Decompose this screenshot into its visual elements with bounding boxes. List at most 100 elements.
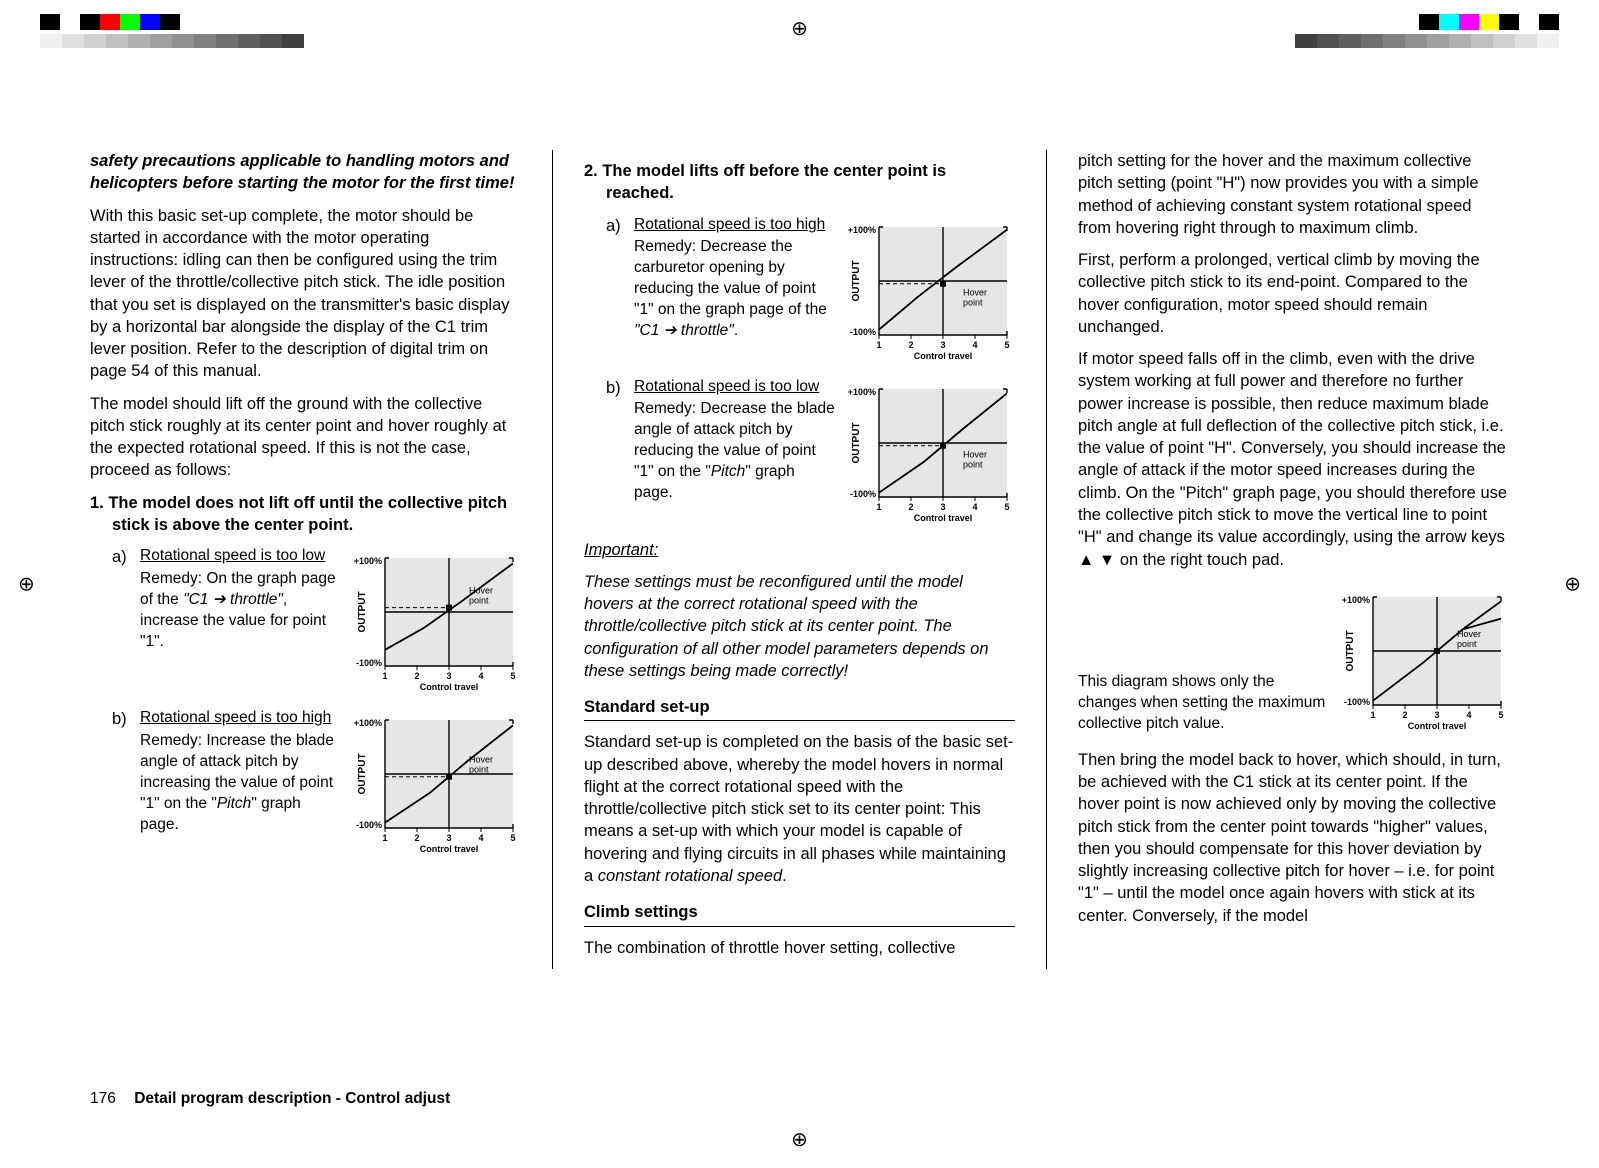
col1-a-remedy: Remedy: On the graph page of the "C1 ➔ t…	[140, 569, 343, 653]
svg-text:OUTPUT: OUTPUT	[357, 592, 368, 633]
col3-p2: First, perform a prolonged, vertical cli…	[1078, 249, 1509, 338]
svg-text:-100%: -100%	[1344, 697, 1370, 707]
col1-p1: With this basic set-up complete, the mot…	[90, 205, 521, 383]
climb-heading: Climb settings	[584, 901, 1015, 926]
column-2: 2. The model lifts off before the center…	[584, 150, 1015, 969]
col2-a-remedy: Remedy: Decrease the carburetor opening …	[634, 237, 837, 342]
svg-text:2: 2	[908, 502, 913, 512]
svg-text:1: 1	[876, 340, 881, 350]
important-heading: Important:	[584, 539, 1015, 561]
warning-text: safety precautions applicable to handlin…	[90, 150, 521, 195]
svg-text:Control travel: Control travel	[420, 844, 479, 854]
standard-setup-text: Standard set-up is completed on the basi…	[584, 731, 1015, 887]
svg-text:Hover: Hover	[963, 449, 987, 459]
svg-text:3: 3	[940, 340, 945, 350]
svg-text:OUTPUT: OUTPUT	[851, 422, 862, 463]
chart-2a: 12345Control travel+100%-100%OUTPUTHover…	[845, 215, 1015, 365]
svg-text:OUTPUT: OUTPUT	[851, 260, 862, 301]
svg-text:point: point	[469, 765, 489, 775]
svg-text:+100%: +100%	[1342, 595, 1370, 605]
col1-b-remedy: Remedy: Increase the blade angle of atta…	[140, 731, 343, 836]
svg-text:1: 1	[876, 502, 881, 512]
svg-text:Hover: Hover	[469, 586, 493, 596]
svg-text:point: point	[469, 596, 489, 606]
svg-text:-100%: -100%	[850, 489, 876, 499]
svg-text:2: 2	[414, 833, 419, 843]
col1-a-letter: a)	[112, 546, 130, 653]
svg-text:5: 5	[510, 833, 515, 843]
chart-1b: 1 2 3 4 5 Control travel +100% -100% OUTPUT Hover…	[351, 708, 521, 858]
svg-text:4: 4	[972, 502, 977, 512]
col2-a-letter: a)	[606, 215, 624, 343]
svg-text:2: 2	[1402, 710, 1407, 720]
svg-text:Hover: Hover	[963, 287, 987, 297]
standard-setup-heading: Standard set-up	[584, 696, 1015, 721]
svg-text:-100%: -100%	[850, 327, 876, 337]
diagram-note: This diagram shows only the changes when…	[1078, 672, 1327, 735]
svg-text:3: 3	[1434, 710, 1439, 720]
svg-text:2: 2	[414, 671, 419, 681]
svg-text:5: 5	[1498, 710, 1503, 720]
svg-text:-100%: -100%	[356, 658, 382, 668]
col2-item-b-row: b) Rotational speed is too low Remedy: D…	[584, 377, 1015, 527]
col2-b-title: Rotational speed is too low	[634, 377, 837, 398]
svg-text:+100%: +100%	[848, 387, 876, 397]
important-text: These settings must be reconfigured unti…	[584, 571, 1015, 682]
gray-bar-right	[1295, 34, 1559, 48]
col1-a-title: Rotational speed is too low	[140, 546, 343, 567]
column-3: pitch setting for the hover and the maxi…	[1078, 150, 1509, 969]
gray-bar-left	[40, 34, 304, 48]
col3-p1: pitch setting for the hover and the maxi…	[1078, 150, 1509, 239]
svg-text:1: 1	[382, 671, 387, 681]
svg-text:Control travel: Control travel	[1408, 721, 1467, 731]
svg-text:+100%: +100%	[848, 225, 876, 235]
column-divider-1	[552, 150, 553, 969]
svg-text:3: 3	[446, 833, 451, 843]
svg-text:point: point	[963, 297, 983, 307]
svg-text:4: 4	[1466, 710, 1471, 720]
col2-b-letter: b)	[606, 377, 624, 505]
reg-mark-bottom: ⊕	[791, 1127, 808, 1152]
svg-text:2: 2	[908, 340, 913, 350]
svg-text:OUTPUT: OUTPUT	[1345, 630, 1356, 671]
svg-text:Hover: Hover	[1457, 629, 1481, 639]
page-number: 176	[90, 1090, 116, 1107]
col1-b-letter: b)	[112, 708, 130, 836]
col1-item-b-row: b) Rotational speed is too high Remedy: …	[90, 708, 521, 858]
page-content: safety precautions applicable to handlin…	[0, 0, 1599, 1009]
svg-text:point: point	[963, 459, 983, 469]
svg-text:OUTPUT: OUTPUT	[357, 754, 368, 795]
svg-text:+100%: +100%	[354, 718, 382, 728]
col3-diagram-row: This diagram shows only the changes when…	[1078, 585, 1509, 735]
column-1: safety precautions applicable to handlin…	[90, 150, 521, 969]
svg-text:4: 4	[478, 833, 483, 843]
svg-text:Control travel: Control travel	[914, 513, 973, 523]
col2-a-title: Rotational speed is too high	[634, 215, 837, 236]
reg-mark-left: ⊕	[18, 572, 35, 597]
svg-text:Hover: Hover	[469, 755, 493, 765]
svg-text:5: 5	[1004, 340, 1009, 350]
svg-text:1: 1	[382, 833, 387, 843]
chart-1a: 1 2 3 4 5 Control travel +100% -100% OUTPUT Hover…	[351, 546, 521, 696]
reg-mark-right: ⊕	[1564, 572, 1581, 597]
column-divider-2	[1046, 150, 1047, 969]
col3-p4: Then bring the model back to hover, whic…	[1078, 749, 1509, 927]
svg-text:-100%: -100%	[356, 820, 382, 830]
col1-p2: The model should lift off the ground wit…	[90, 393, 521, 482]
col2-heading-1: 2. The model lifts off before the center…	[584, 160, 1015, 205]
svg-text:4: 4	[478, 671, 483, 681]
svg-text:3: 3	[446, 671, 451, 681]
svg-text:Control travel: Control travel	[914, 351, 973, 361]
climb-text: The combination of throttle hover settin…	[584, 937, 1015, 959]
chart-3: 1 2 3 4 5 Control travel +100% -100% OUTPUT Hover…	[1339, 585, 1509, 735]
svg-text:5: 5	[1004, 502, 1009, 512]
svg-text:+100%: +100%	[354, 556, 382, 566]
svg-text:1: 1	[1370, 710, 1375, 720]
col1-item-a-row: a) Rotational speed is too low Remedy: O…	[90, 546, 521, 696]
svg-text:3: 3	[940, 502, 945, 512]
svg-text:Control travel: Control travel	[420, 682, 479, 692]
svg-text:point: point	[1457, 639, 1477, 649]
col1-b-title: Rotational speed is too high	[140, 708, 343, 729]
svg-text:5: 5	[510, 671, 515, 681]
color-bar-left	[40, 14, 180, 30]
